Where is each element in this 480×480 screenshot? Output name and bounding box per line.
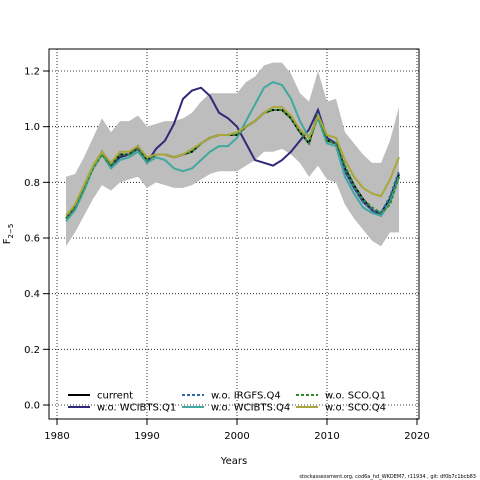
y-tick-label-0.6: 0.6 bbox=[24, 234, 40, 245]
legend-label-3: w.o. WCIBTS.Q4 bbox=[211, 403, 290, 414]
y-axis-title: F2−5 bbox=[2, 224, 15, 245]
y-axis: 0.0 0.2 0.4 0.6 0.8 1.0 1.2 bbox=[24, 67, 49, 412]
x-tick-label-1990: 1990 bbox=[134, 431, 159, 442]
y-tick-label-0.4: 0.4 bbox=[24, 289, 40, 300]
plot-frame bbox=[48, 48, 420, 420]
y-tick-label-1.2: 1.2 bbox=[24, 67, 40, 78]
y-tick-label-0.2: 0.2 bbox=[24, 345, 40, 356]
legend-label-2: w.o. IRGFS.Q4 bbox=[211, 391, 281, 402]
legend-label-0: current bbox=[97, 391, 133, 402]
series-line-5 bbox=[65, 106, 400, 217]
series-line-2 bbox=[65, 108, 400, 220]
legend-label-5: w.o. SCO.Q4 bbox=[325, 403, 386, 414]
series-line-4 bbox=[65, 108, 400, 220]
legend-label-1: w.o. WCIBTS.Q1 bbox=[97, 403, 176, 414]
y-axis-title-subscript: 2−5 bbox=[7, 224, 15, 239]
y-axis-title-main: F bbox=[2, 238, 13, 244]
y-tick-label-0: 0.0 bbox=[24, 401, 40, 412]
confidence-band bbox=[66, 62, 399, 247]
x-axis: 1980 1990 2000 2010 2020 bbox=[44, 419, 430, 442]
footer-text: stockassessment.org, cod6a_hd_WKDEM7, r1… bbox=[299, 474, 476, 480]
series-line-3 bbox=[65, 81, 400, 222]
legend-label-4: w.o. SCO.Q1 bbox=[325, 391, 386, 402]
x-tick-label-2000: 2000 bbox=[224, 431, 249, 442]
y-tick-label-0.8: 0.8 bbox=[24, 178, 40, 189]
x-tick-label-2010: 2010 bbox=[314, 431, 339, 442]
y-tick-label-1: 1.0 bbox=[24, 122, 40, 133]
x-axis-title: Years bbox=[220, 456, 247, 467]
x-tick-label-1980: 1980 bbox=[44, 431, 69, 442]
x-tick-label-2020: 2020 bbox=[404, 431, 429, 442]
series-lines bbox=[65, 81, 400, 222]
